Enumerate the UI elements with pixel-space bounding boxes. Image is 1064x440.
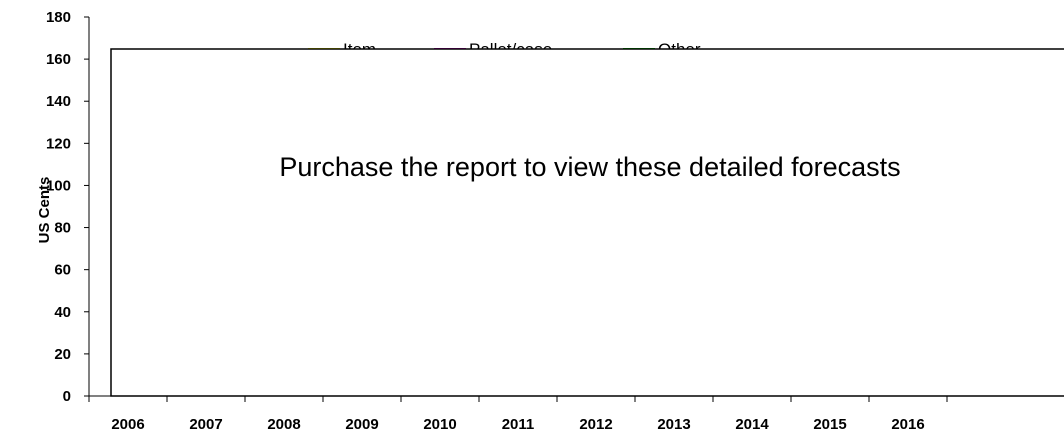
- y-tick-label: 160: [46, 51, 71, 68]
- x-tick-label: 2007: [189, 416, 222, 433]
- x-tick-label: 2006: [111, 416, 144, 433]
- y-tick-label: 40: [54, 304, 71, 321]
- y-tick-label: 180: [46, 9, 71, 26]
- x-tick-label: 2011: [502, 416, 535, 433]
- y-tick-label: 60: [54, 262, 71, 279]
- y-tick-label: 120: [46, 135, 71, 152]
- x-tick-label: 2014: [735, 416, 769, 433]
- overlay-box: [110, 48, 1064, 397]
- y-tick-label: 0: [63, 388, 71, 405]
- x-tick-label: 2016: [891, 416, 924, 433]
- x-tick-labels: 2006 2007 2008 2009 2010 2011 2012 2013 2014 2015…: [88, 396, 948, 433]
- y-axis-label: US Cents: [36, 177, 53, 244]
- x-tick-label: 2010: [423, 416, 456, 433]
- y-tick-label: 80: [54, 220, 71, 237]
- y-tick-label: 20: [54, 346, 71, 363]
- y-tick-label: 140: [46, 93, 71, 110]
- x-tick-label: 2015: [813, 416, 846, 433]
- x-tick-label: 2009: [345, 416, 378, 433]
- x-tick-label: 2012: [579, 416, 612, 433]
- y-tick-label: 100: [46, 177, 71, 194]
- overlay-message: Purchase the report to view these detail…: [279, 152, 900, 182]
- x-tick-label: 2013: [657, 416, 690, 433]
- x-tick-label: 2008: [267, 416, 300, 433]
